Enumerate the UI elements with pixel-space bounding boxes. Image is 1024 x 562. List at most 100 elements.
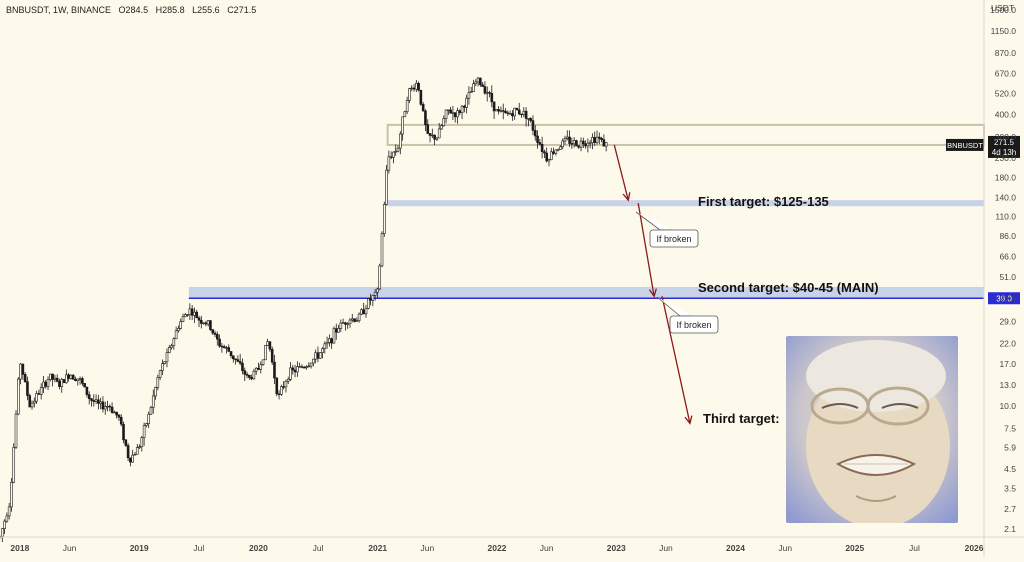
- candle-body: [213, 332, 217, 335]
- range-box: [386, 123, 985, 146]
- candle-body: [348, 319, 352, 325]
- candle-body: [362, 309, 366, 315]
- candle-body: [598, 136, 601, 139]
- candle-body: [149, 407, 153, 415]
- y-tick-label: 29.0: [999, 317, 1016, 327]
- candle-body: [536, 135, 539, 143]
- candle-body: [49, 373, 52, 380]
- projection-arrow-line: [637, 203, 655, 297]
- y-tick-label: 870.0: [995, 48, 1017, 58]
- candle-body: [314, 352, 317, 360]
- candle-body: [19, 363, 22, 380]
- callout-box: [649, 229, 699, 248]
- candle-body: [481, 84, 484, 87]
- candle-body: [435, 137, 439, 140]
- symbol-header: BNBUSDT, 1W, BINANCE O284.5 H285.8 L255.…: [6, 5, 261, 15]
- x-tick-label: 2021: [368, 543, 387, 553]
- candle-body: [282, 386, 285, 388]
- chart-labels: If broken If broken First target: $125-135…: [635, 135, 1020, 426]
- candle-body: [119, 416, 123, 425]
- candle-body: [421, 104, 425, 112]
- candle-body: [465, 97, 468, 108]
- candle-body: [16, 378, 20, 415]
- candle-body: [570, 143, 574, 145]
- candle-body: [92, 400, 96, 402]
- candle-body: [307, 365, 311, 368]
- candle-body: [108, 405, 112, 408]
- candle-body: [389, 156, 393, 158]
- candle-body: [394, 150, 398, 153]
- candle-body: [3, 520, 6, 529]
- candle-body: [167, 347, 171, 353]
- candle-body: [204, 322, 208, 325]
- candle-body: [293, 369, 297, 373]
- candle-body: [103, 406, 107, 410]
- candle-body: [417, 83, 420, 91]
- candle-body: [300, 366, 304, 368]
- candle-body: [396, 147, 400, 152]
- y-tick-label: 3.5: [1004, 484, 1016, 494]
- candle-body: [126, 445, 130, 459]
- candle-body: [499, 110, 503, 112]
- candle-body: [138, 446, 141, 448]
- candle-body: [234, 358, 237, 360]
- candle-body: [497, 109, 500, 112]
- candle-body: [190, 308, 194, 316]
- candle-body: [81, 378, 84, 384]
- candle-body: [33, 400, 36, 404]
- y-tick-label: 110.0: [995, 211, 1016, 221]
- y-tick-label: 17.0: [999, 359, 1016, 369]
- candle-body: [74, 379, 77, 381]
- candle-body: [387, 156, 391, 171]
- candle-body: [572, 140, 576, 145]
- price-tag-countdown: 4d 13h: [992, 148, 1016, 157]
- candle-body: [151, 395, 155, 408]
- candle-body: [520, 113, 523, 116]
- candle-body: [259, 364, 263, 370]
- candle-body: [254, 367, 258, 372]
- candle-body: [209, 320, 212, 330]
- x-tick-label: Jun: [63, 543, 77, 553]
- candle-body: [85, 386, 89, 395]
- projection-arrowhead: [684, 415, 693, 425]
- candle-body: [483, 86, 487, 94]
- candle-body: [216, 334, 219, 340]
- candle-body: [332, 328, 336, 344]
- candle-body: [426, 124, 430, 134]
- candle-body: [586, 142, 590, 147]
- candle-body: [90, 398, 93, 401]
- candle-body: [449, 109, 452, 114]
- candle-body: [380, 233, 384, 267]
- y-tick-label: 22.0: [999, 338, 1016, 348]
- y-tick-label: 7.5: [1004, 424, 1016, 434]
- candle-body: [67, 374, 70, 379]
- candle-body: [531, 120, 535, 131]
- candle-body: [460, 105, 464, 114]
- candle-body: [353, 318, 356, 322]
- candle-body: [451, 112, 455, 114]
- candle-body: [577, 145, 581, 148]
- candle-body: [488, 92, 491, 94]
- candle-body: [199, 319, 203, 324]
- x-tick-label: 2023: [607, 543, 626, 553]
- candle-body: [69, 374, 73, 379]
- y-tick-label: 300.0: [995, 132, 1017, 142]
- candle-body: [305, 366, 308, 368]
- low-value: L255.6: [192, 5, 220, 15]
- level-tag-bg: [988, 292, 1020, 305]
- candle-body: [94, 399, 98, 402]
- candle-body: [229, 351, 233, 357]
- candle-body: [55, 377, 59, 382]
- candle-body: [378, 265, 382, 290]
- candle-body: [440, 125, 443, 130]
- candle-body: [357, 313, 361, 321]
- candle-body: [172, 338, 176, 347]
- candle-body: [46, 379, 50, 387]
- candle-body: [53, 377, 57, 380]
- x-tick-label: Jul: [313, 543, 324, 553]
- candle-body: [273, 361, 276, 379]
- candle-body: [97, 399, 100, 404]
- candle-body: [106, 405, 109, 408]
